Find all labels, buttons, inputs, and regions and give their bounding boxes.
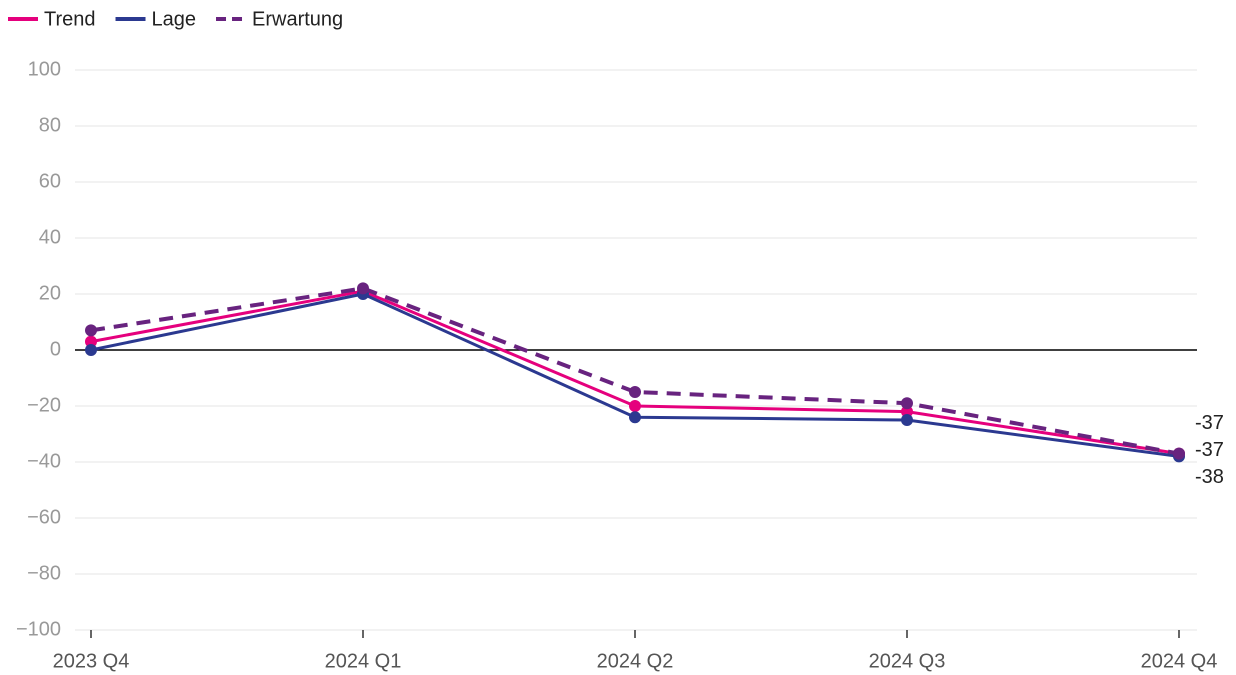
y-tick-label: 100 [28,58,61,80]
end-label: -37 [1195,412,1224,434]
legend-label: Erwartung [252,8,343,30]
series-line [90,286,1180,456]
x-tick-label: 2024 Q2 [597,650,674,672]
point [629,400,641,412]
point [85,324,97,337]
y-tick-label: 80 [39,114,61,136]
y-tick-label: 40 [39,226,61,248]
legend-label: Lage [152,8,197,30]
point [629,411,641,424]
legend-label: Trend [44,8,96,30]
y-tick-label: −100 [16,618,61,640]
series-line [90,292,1180,458]
x-tick-label: 2024 Q3 [869,650,946,672]
point [1173,447,1185,460]
y-tick-label: −60 [27,506,61,528]
end-label: -38 [1195,466,1224,488]
y-tick-label: −80 [27,562,61,584]
y-tick-label: −20 [27,394,61,416]
point [85,335,97,348]
y-tick-label: 60 [39,170,61,192]
point [629,386,641,398]
y-tick-label: 20 [39,282,61,304]
y-tick-label: −40 [27,450,61,472]
x-tick-label: 2024 Q1 [325,650,402,672]
legend-item: Trend [8,8,96,30]
point [357,282,369,295]
legend-item: Erwartung [216,8,343,30]
end-label: -37 [1195,439,1224,461]
point [901,405,913,418]
x-tick-label: 2023 Q4 [53,650,130,672]
point [85,344,97,356]
point [901,397,913,410]
point [901,414,913,426]
x-tick-label: 2024 Q4 [1141,650,1218,672]
y-tick-label: 0 [50,338,61,360]
legend-item: Lage [115,8,197,30]
